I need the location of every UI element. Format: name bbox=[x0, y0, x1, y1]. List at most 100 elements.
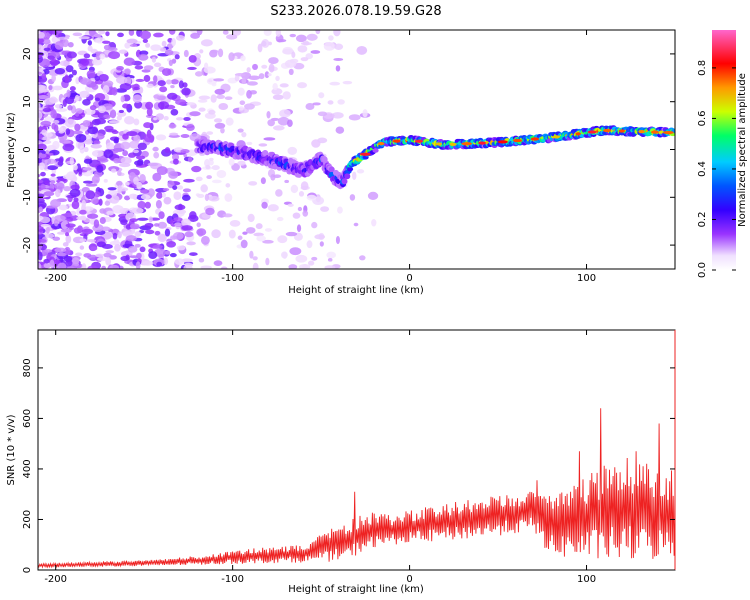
spectrogram-speckle bbox=[128, 30, 135, 36]
spectrogram-speckle bbox=[166, 240, 177, 248]
spectrogram-speckle bbox=[38, 143, 47, 151]
spectrogram-speckle bbox=[157, 233, 167, 243]
spectrogram-speckle bbox=[64, 260, 73, 267]
spectrogram-speckle bbox=[123, 57, 135, 66]
spectrogram-speckle bbox=[127, 245, 138, 253]
spectrogram-speckle bbox=[44, 97, 56, 105]
spectrogram-speckle bbox=[311, 221, 318, 229]
spectrogram-speckle bbox=[324, 265, 336, 269]
spectrogram-speckle bbox=[257, 43, 263, 53]
snr-panel: -200 -100 0 100 0 200 400 600 800 Height of stra… bbox=[6, 329, 676, 595]
spectrogram-speckle bbox=[181, 194, 191, 201]
spectrogram-speckle bbox=[105, 194, 112, 199]
spectrogram-speckle bbox=[129, 218, 138, 223]
spectrogram-speckle bbox=[38, 206, 43, 212]
spectrogram-speckle bbox=[40, 136, 52, 141]
spectrogram-speckle bbox=[83, 253, 92, 258]
spectrogram-speckle bbox=[106, 210, 115, 216]
spectrogram-speckle bbox=[125, 182, 130, 186]
spectrogram-speckle bbox=[237, 160, 246, 166]
spectrogram-speckle bbox=[224, 193, 233, 202]
spectrogram-speckle bbox=[104, 125, 114, 131]
spectrogram-speckle bbox=[203, 66, 216, 74]
spectrogram-speckle bbox=[195, 176, 203, 182]
spectrogram-speckle bbox=[146, 83, 154, 89]
spectrogram-speckle bbox=[183, 178, 195, 183]
spectrogram-speckle bbox=[102, 40, 111, 44]
spectrogram-speckle bbox=[112, 205, 124, 214]
spectrogram-speckle bbox=[40, 183, 46, 190]
spectrogram-speckle bbox=[66, 89, 71, 98]
spectrogram-speckle bbox=[136, 181, 143, 190]
spectrogram-speckle bbox=[312, 102, 321, 106]
spectrogram-speckle bbox=[229, 220, 241, 227]
spectrogram-speckle bbox=[248, 75, 261, 80]
spectrogram-speckle bbox=[277, 116, 290, 126]
spectrogram-speckle bbox=[64, 118, 77, 128]
spectrogram-speckle bbox=[262, 239, 274, 244]
spectrogram-speckle bbox=[59, 156, 64, 163]
spectrogram-speckle bbox=[80, 58, 90, 66]
spectrogram-speckle bbox=[69, 188, 81, 197]
spectrogram-speckle bbox=[64, 246, 71, 255]
spectrogram-speckle bbox=[73, 227, 82, 234]
spectrogram-speckle bbox=[109, 264, 120, 269]
spectrogram-ridge bbox=[579, 133, 586, 138]
spectrogram-speckle bbox=[209, 157, 214, 161]
spectrogram-speckle bbox=[317, 137, 328, 144]
spectrogram-speckle bbox=[125, 235, 137, 242]
spectrogram-speckle bbox=[249, 250, 254, 259]
spectrogram-speckle bbox=[216, 169, 227, 179]
spectrogram-speckle bbox=[91, 175, 100, 184]
spectrogram-speckle bbox=[85, 190, 96, 200]
spectrogram-speckle bbox=[222, 213, 233, 218]
spectrogram-speckle bbox=[97, 105, 106, 114]
spectrogram-peak bbox=[552, 135, 560, 139]
spectrogram-speckle bbox=[222, 30, 229, 35]
spectrogram-speckle bbox=[176, 209, 187, 214]
spectrogram-speckle bbox=[252, 262, 259, 269]
spectrogram-peak bbox=[461, 142, 473, 146]
spectrogram-peak bbox=[497, 140, 508, 144]
spectrogram-speckle bbox=[90, 30, 96, 37]
spectrogram-speckle bbox=[38, 193, 45, 198]
spectrogram-speckle bbox=[208, 109, 216, 115]
spectrogram-speckle bbox=[297, 206, 303, 212]
spectrogram-speckle bbox=[83, 139, 93, 145]
spectrogram-speckle bbox=[331, 112, 344, 119]
spectrogram-speckle bbox=[246, 81, 258, 86]
spectrogram-speckle bbox=[161, 40, 167, 47]
spectrogram-speckle bbox=[71, 114, 83, 121]
spectrogram-speckle bbox=[148, 216, 153, 223]
spectrogram-speckle bbox=[240, 239, 248, 249]
spectrogram-speckle bbox=[146, 107, 153, 117]
spectrogram-speckle bbox=[72, 32, 83, 37]
spectrogram-speckle bbox=[225, 183, 231, 188]
colorbar-ticks: 0.0 0.2 0.4 0.6 0.8 bbox=[697, 60, 736, 278]
spectrogram-speckle bbox=[261, 39, 270, 48]
spectrogram-speckle bbox=[120, 255, 130, 262]
spectrogram-speckle bbox=[71, 69, 77, 76]
spectrogram-speckle bbox=[82, 167, 92, 171]
spectrogram-speckle bbox=[220, 127, 225, 134]
spectrogram-speckle bbox=[211, 165, 220, 171]
spectrogram-speckle bbox=[306, 240, 313, 249]
spectrogram-speckle bbox=[258, 73, 265, 80]
spectrogram-speckle bbox=[216, 94, 225, 99]
spectrogram-speckle bbox=[75, 112, 80, 117]
spectrogram-speckle bbox=[287, 146, 298, 155]
snr-x-tick-label: -200 bbox=[44, 574, 67, 585]
colorbar-gradient bbox=[712, 30, 736, 270]
spectrogram-speckle bbox=[120, 95, 125, 103]
spectrogram-speckle bbox=[117, 187, 129, 192]
spectrogram-speckle bbox=[96, 257, 108, 262]
spectrogram-speckle bbox=[42, 38, 51, 45]
spectrogram-speckle bbox=[38, 71, 43, 75]
spectrogram-speckle bbox=[47, 55, 56, 60]
spectrogram-speckle bbox=[189, 111, 201, 117]
spectrogram-ridge bbox=[347, 166, 354, 172]
spectrogram-speckle bbox=[225, 117, 234, 126]
spectrogram-speckle bbox=[46, 165, 59, 171]
spectrogram-speckle bbox=[124, 195, 131, 201]
spectrogram-speckle bbox=[79, 245, 85, 250]
